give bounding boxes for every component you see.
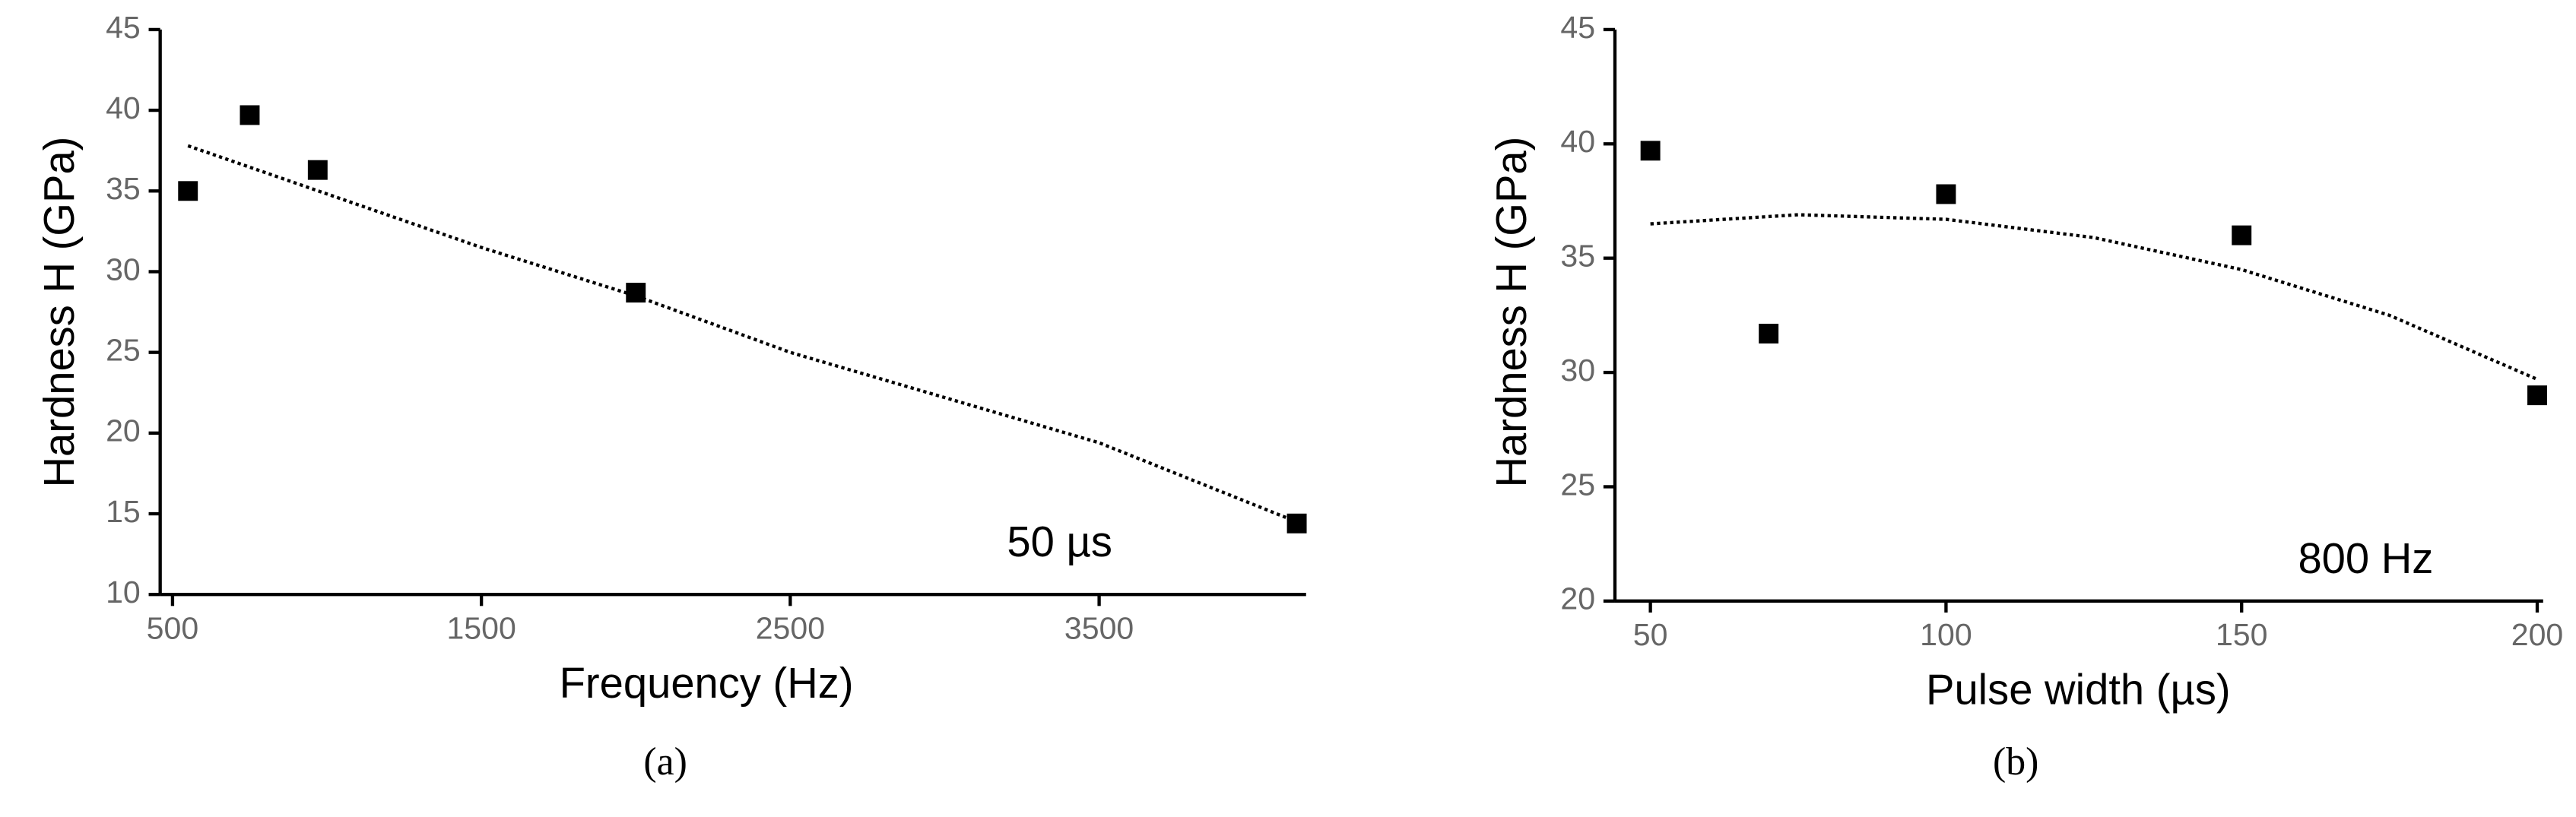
data-point (178, 181, 198, 201)
annotation: 50 µs (1007, 518, 1112, 565)
x-tick-label: 150 (2216, 617, 2268, 652)
y-axis-label: Hardness H (GPa) (35, 137, 83, 488)
caption: (b) (1993, 740, 2038, 784)
y-tick-label: 35 (1560, 239, 1595, 274)
x-tick-label: 1500 (446, 611, 516, 646)
data-point (1759, 323, 1779, 344)
y-tick-label: 15 (106, 494, 141, 529)
data-point (307, 160, 328, 180)
y-tick-label: 30 (106, 252, 141, 287)
x-axis-label: Pulse width (µs) (1926, 666, 2231, 714)
x-tick-label: 200 (2511, 617, 2564, 652)
data-point (1286, 513, 1307, 534)
trend-line (187, 144, 1298, 524)
caption: (a) (643, 740, 687, 784)
y-tick-label: 10 (106, 575, 141, 610)
y-tick-label: 35 (106, 171, 141, 206)
x-tick-label: 500 (147, 611, 199, 646)
x-tick-label: 100 (1920, 617, 1972, 652)
y-tick-label: 40 (1560, 124, 1595, 159)
y-tick-label: 25 (106, 332, 141, 367)
data-point (240, 105, 260, 125)
y-tick-label: 30 (1560, 353, 1595, 388)
x-axis-label: Frequency (Hz) (560, 659, 854, 707)
trend-line (1650, 213, 2538, 382)
y-tick-label: 45 (106, 10, 141, 45)
y-tick-label: 45 (1560, 10, 1595, 45)
data-point (1640, 141, 1661, 161)
y-tick-label: 20 (1560, 581, 1595, 616)
y-tick-label: 25 (1560, 467, 1595, 502)
x-tick-label: 50 (1633, 617, 1668, 652)
y-tick-label: 20 (106, 413, 141, 448)
x-tick-label: 3500 (1064, 611, 1134, 646)
y-tick-label: 40 (106, 90, 141, 125)
data-point (1936, 184, 1956, 204)
data-point (2232, 225, 2252, 245)
x-tick-label: 2500 (756, 611, 825, 646)
data-point (2527, 385, 2547, 406)
y-axis-label: Hardness H (GPa) (1487, 137, 1535, 488)
annotation: 800 Hz (2298, 534, 2433, 582)
